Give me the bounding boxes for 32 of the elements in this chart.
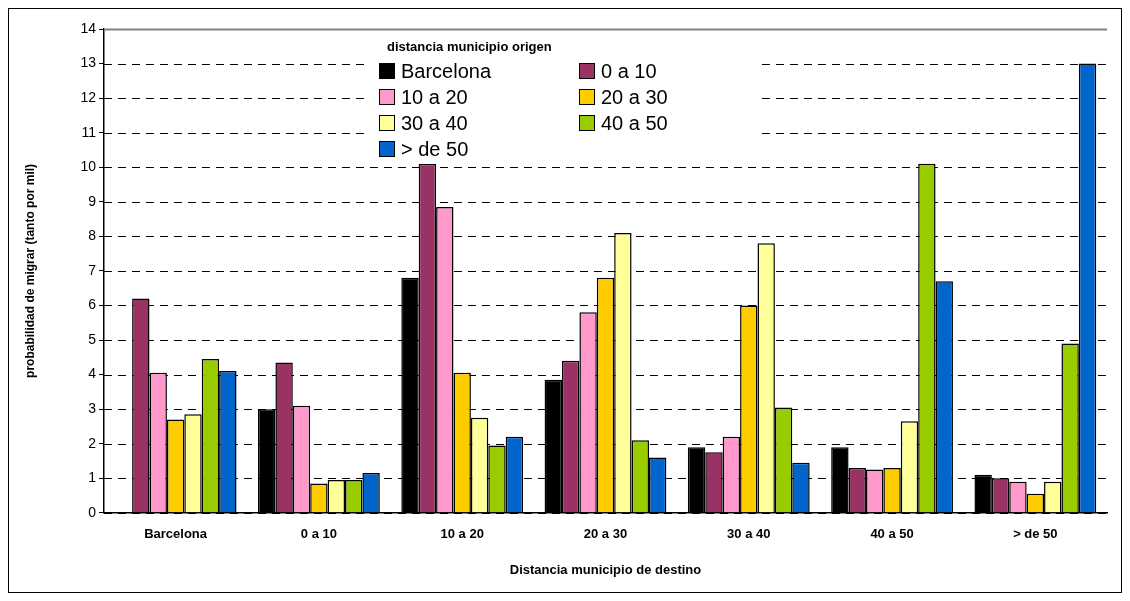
y-tick-label: 4	[88, 365, 97, 382]
y-tick-label: 3	[88, 399, 97, 416]
legend-label: 30 a 40	[401, 111, 468, 136]
legend-title: distancia municipio origen	[386, 39, 553, 54]
y-tick-label: 7	[88, 261, 97, 278]
y-tick-label: 10	[80, 158, 97, 175]
legend-label: 40 a 50	[601, 111, 668, 136]
legend-label: 20 a 30	[601, 85, 668, 110]
legend-label: 10 a 20	[401, 85, 468, 110]
y-tick-label: 6	[88, 296, 97, 313]
y-axis-title: probabilidad de migrar (tanto por mil)	[22, 163, 37, 378]
y-tick-label: 12	[80, 88, 97, 105]
y-tick-label: 0	[88, 503, 97, 520]
y-tick-label: 5	[88, 330, 97, 347]
legend-label: > de 50	[401, 137, 469, 162]
y-tick-label: 13	[80, 54, 97, 71]
x-tick-label: 10 a 20	[440, 526, 484, 542]
x-tick-label: 0 a 10	[300, 526, 337, 542]
y-tick-label: 14	[80, 19, 97, 36]
x-tick-label: Barcelona	[144, 526, 208, 542]
x-tick-label: 30 a 40	[727, 526, 771, 542]
x-tick-label: > de 50	[1013, 526, 1058, 542]
x-tick-label: 40 a 50	[870, 526, 914, 542]
legend-label: 0 a 10	[601, 59, 657, 84]
y-tick-label: 1	[88, 469, 97, 486]
x-axis-title: Distancia municipio de destino	[509, 561, 702, 577]
y-tick-label: 2	[88, 434, 97, 451]
legend-label: Barcelona	[401, 59, 492, 84]
y-tick-label: 9	[88, 192, 97, 209]
y-tick-label: 11	[81, 123, 97, 140]
y-tick-label: 8	[88, 227, 97, 244]
x-tick-label: 20 a 30	[583, 526, 628, 542]
